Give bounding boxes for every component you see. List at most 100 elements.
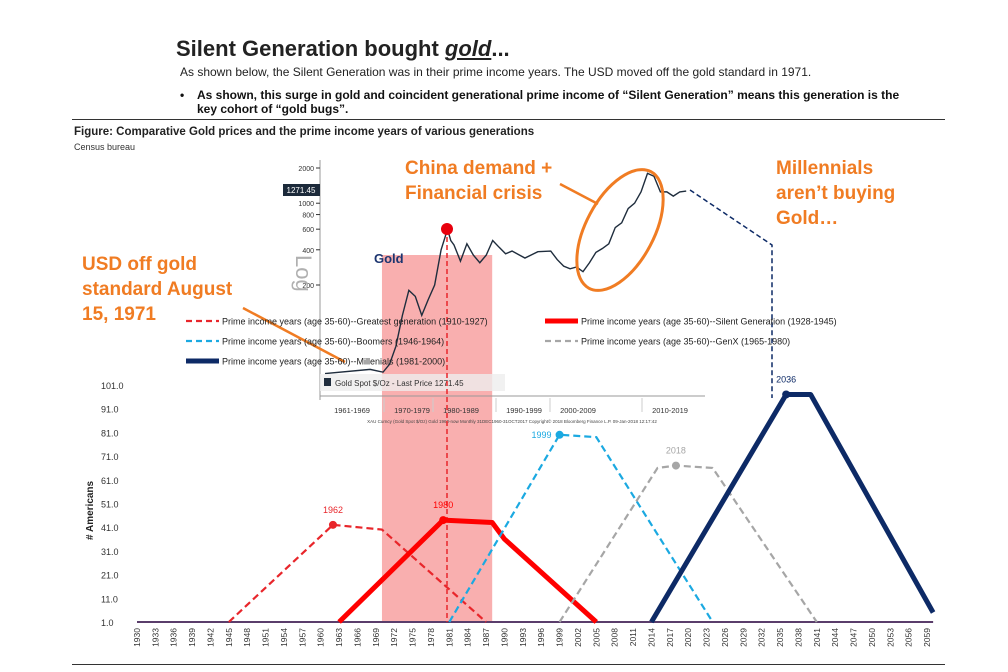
x-tick-label: 1990 (499, 628, 509, 647)
page-title: Silent Generation bought gold... (176, 36, 510, 61)
gold-y-tick-label: 2000 (298, 166, 314, 173)
x-tick-label: 1993 (518, 628, 528, 647)
log-label: Log (291, 255, 316, 292)
y-tick-label: 71.0 (101, 452, 119, 462)
subtitle: As shown below, the Silent Generation wa… (180, 65, 812, 79)
x-tick-label: 1987 (481, 628, 491, 647)
y-tick-label: 61.0 (101, 476, 119, 486)
peak-label: 2036 (776, 374, 796, 384)
legend-label: Prime income years (age 35-60)--Silent G… (581, 317, 837, 327)
gold-peak-dot (441, 223, 453, 235)
y-tick-label: 101.0 (101, 381, 124, 391)
gold-x-tick-label: 2000-2009 (560, 406, 596, 415)
y-tick-label: 81.0 (101, 428, 119, 438)
legend-label: Prime income years (age 35-60)--Boomers … (222, 337, 444, 347)
gold-x-tick-label: 2010-2019 (652, 406, 688, 415)
x-tick-label: 2059 (922, 628, 932, 647)
gold-x-tick-label: 1961-1969 (334, 406, 370, 415)
figure-source: Census bureau (74, 142, 136, 152)
x-tick-label: 2002 (573, 628, 583, 647)
x-tick-label: 2044 (830, 628, 840, 647)
x-tick-label: 1963 (334, 628, 344, 647)
china-arrow (559, 182, 599, 206)
peak-point (782, 390, 791, 399)
annotation-usd: USD off gold standard August 15, 1971 (82, 254, 233, 325)
x-tick-label: 1975 (408, 628, 418, 647)
gold-series-label: Gold (374, 251, 404, 266)
x-tick-label: 1981 (444, 628, 454, 647)
x-tick-label: 2047 (849, 628, 859, 647)
gold-x-tick-label: 1980-1989 (443, 406, 479, 415)
bullet-point: • As shown, this surge in gold and coinci… (180, 88, 900, 116)
x-tick-label: 2017 (665, 628, 675, 647)
x-tick-label: 2029 (738, 628, 748, 647)
y-tick-label: 91.0 (101, 405, 119, 415)
y-tick-label: 41.0 (101, 523, 119, 533)
series-line-1 (337, 517, 598, 624)
gold-y-tick-label: 200 (302, 283, 314, 290)
annotation-china: China demand + Financial crisis (405, 158, 553, 204)
gold-price-line (324, 172, 687, 375)
gold-x-tick-label: 1970-1979 (394, 406, 430, 415)
y-tick-label: 1.0 (101, 618, 114, 628)
x-tick-label: 1930 (132, 628, 142, 647)
x-tick-label: 1945 (224, 628, 234, 647)
x-tick-label: 2011 (628, 628, 638, 647)
gold-legend-swatch (324, 378, 331, 386)
x-tick-label: 2026 (720, 628, 730, 647)
y-tick-label: 11.0 (101, 594, 118, 604)
series-line-0 (228, 523, 487, 623)
gold-x-tick-label: 1990-1999 (506, 406, 542, 415)
x-tick-label: 1957 (297, 628, 307, 647)
x-tick-label: 1939 (187, 628, 197, 647)
x-tick-label: 2032 (757, 628, 767, 647)
divider (72, 119, 945, 120)
x-tick-label: 2041 (812, 628, 822, 647)
gold-y-tick-label: 1000 (298, 201, 314, 208)
x-tick-label: 1966 (352, 628, 362, 647)
y-tick-label: 21.0 (101, 571, 119, 581)
gold-y-tick-label: 400 (302, 248, 314, 255)
legend-label: Prime income years (age 35-60)--GenX (19… (581, 337, 790, 347)
peak-point (671, 461, 680, 470)
x-tick-label: 1996 (536, 628, 546, 647)
gold-legend-label: Gold Spot $/Oz - Last Price 1271.45 (335, 379, 464, 388)
y-tick-label: 31.0 (101, 547, 119, 557)
x-tick-label: 1972 (389, 628, 399, 647)
gold-y-tick-label: 800 (302, 213, 314, 220)
y-axis-label: # Americans (85, 480, 96, 540)
gold-legend-box (320, 374, 505, 391)
x-tick-label: 1954 (279, 628, 289, 647)
bottom-divider (72, 664, 945, 665)
peak-label: 1962 (323, 505, 343, 515)
x-tick-label: 2035 (775, 628, 785, 647)
x-tick-label: 1999 (555, 628, 565, 647)
peak-label: 1980 (433, 500, 453, 510)
x-tick-label: 2056 (904, 628, 914, 647)
x-tick-label: 1948 (242, 628, 252, 647)
peak-label: 1999 (532, 430, 552, 440)
x-tick-label: 1960 (316, 628, 326, 647)
x-tick-label: 2053 (885, 628, 895, 647)
x-tick-label: 1984 (463, 628, 473, 647)
gold-footer: XAU Curncy (Gold Spot $/Oz) Gold 1960-no… (367, 418, 657, 424)
peak-point (555, 430, 564, 439)
gold-y-tick-label: 600 (302, 227, 314, 234)
x-tick-label: 1978 (426, 628, 436, 647)
x-tick-label: 2020 (683, 628, 693, 647)
series-line-4 (649, 391, 936, 624)
last-price-tag (283, 184, 320, 196)
y-tick-label: 51.0 (101, 500, 119, 510)
annotation-millennials: Millennials aren’t buying Gold… (776, 158, 896, 229)
legend-label: Prime income years (age 35-60)--Greatest… (222, 317, 488, 327)
x-tick-label: 2008 (610, 628, 620, 647)
figure-title: Figure: Comparative Gold prices and the … (74, 126, 535, 138)
highlight-ellipse (575, 168, 665, 292)
series-line-3 (558, 464, 818, 623)
x-tick-label: 2038 (793, 628, 803, 647)
x-tick-label: 1933 (150, 628, 160, 647)
legend-label: Prime income years (age 35-60)--Millenia… (222, 357, 445, 367)
x-tick-label: 2005 (591, 628, 601, 647)
